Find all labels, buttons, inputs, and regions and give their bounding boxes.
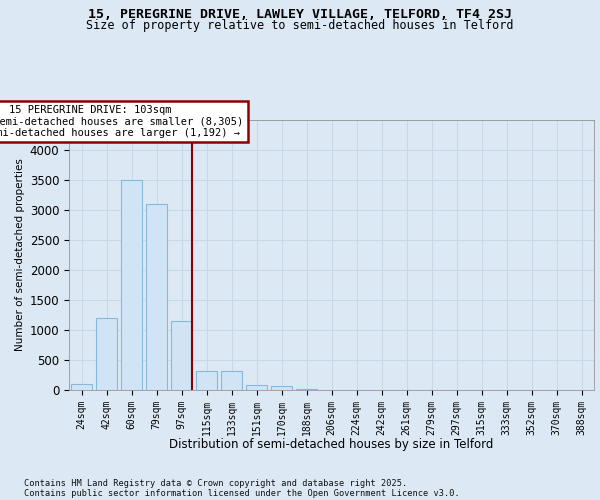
Text: 15, PEREGRINE DRIVE, LAWLEY VILLAGE, TELFORD, TF4 2SJ: 15, PEREGRINE DRIVE, LAWLEY VILLAGE, TEL… — [88, 8, 512, 20]
Y-axis label: Number of semi-detached properties: Number of semi-detached properties — [16, 158, 25, 352]
Bar — [96, 318, 117, 390]
Bar — [271, 386, 292, 390]
Bar — [246, 384, 267, 390]
Text: 15 PEREGRINE DRIVE: 103sqm
← 87% of semi-detached houses are smaller (8,305)
12%: 15 PEREGRINE DRIVE: 103sqm ← 87% of semi… — [0, 105, 244, 138]
Text: Size of property relative to semi-detached houses in Telford: Size of property relative to semi-detach… — [86, 18, 514, 32]
Bar — [146, 204, 167, 390]
Bar — [121, 180, 142, 390]
Bar — [171, 321, 192, 390]
Text: Contains HM Land Registry data © Crown copyright and database right 2025.
Contai: Contains HM Land Registry data © Crown c… — [24, 479, 460, 498]
X-axis label: Distribution of semi-detached houses by size in Telford: Distribution of semi-detached houses by … — [169, 438, 494, 451]
Bar — [71, 384, 92, 390]
Bar — [221, 372, 242, 390]
Bar — [196, 372, 217, 390]
